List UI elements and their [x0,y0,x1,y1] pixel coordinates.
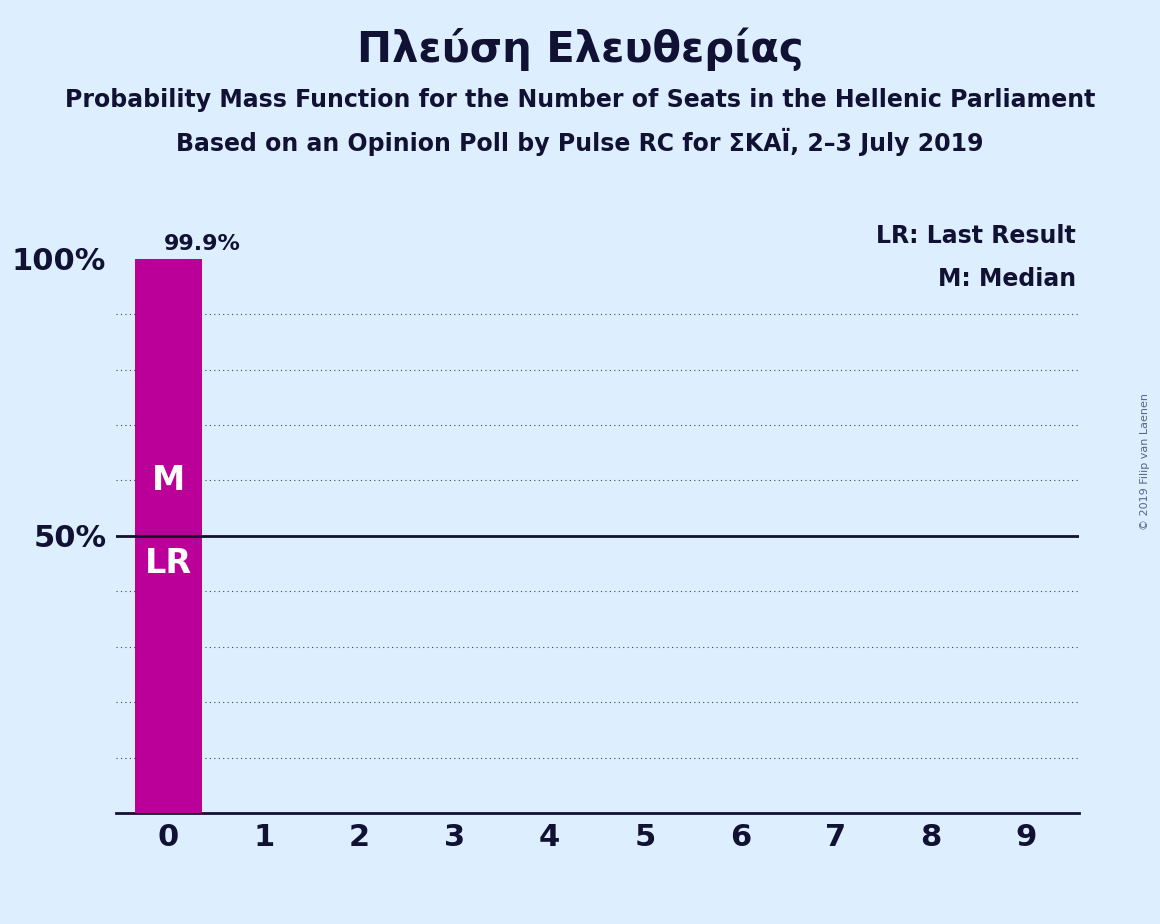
Text: LR: Last Result: LR: Last Result [876,224,1076,248]
Text: M: Median: M: Median [937,267,1076,291]
Text: © 2019 Filip van Laenen: © 2019 Filip van Laenen [1140,394,1150,530]
Text: Based on an Opinion Poll by Pulse RC for ΣΚΑΪ, 2–3 July 2019: Based on an Opinion Poll by Pulse RC for… [176,128,984,155]
Text: M: M [152,464,186,497]
Text: LR: LR [145,547,193,580]
Bar [135,260,202,813]
Text: 99.9%: 99.9% [164,234,240,254]
Text: Πλεύση Ελευθερίας: Πλεύση Ελευθερίας [357,28,803,71]
Text: Probability Mass Function for the Number of Seats in the Hellenic Parliament: Probability Mass Function for the Number… [65,88,1095,112]
